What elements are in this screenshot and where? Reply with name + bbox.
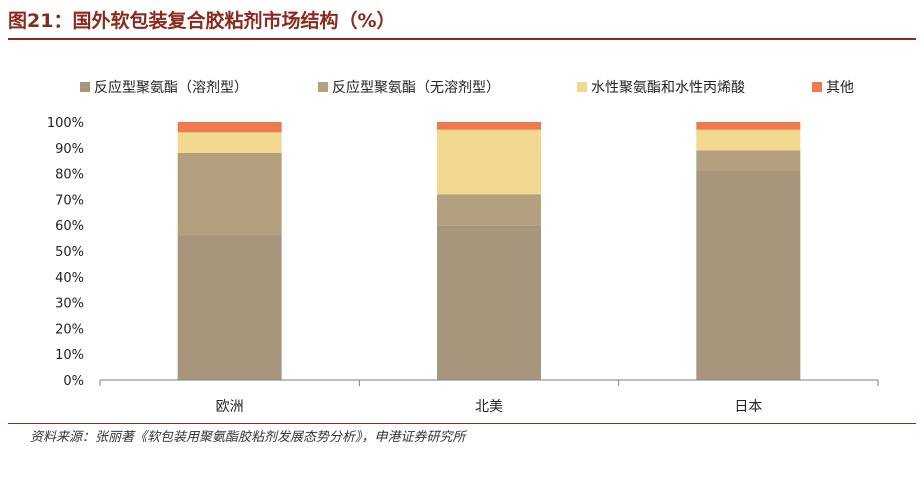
x-category-label: 日本 [734,399,762,415]
legend-swatch [318,82,328,92]
x-category-label: 欧洲 [216,399,244,415]
stacked-bar-chart: 0% 10% 20% 30% 40% 50% 60% 70% 80% 90% 100% 欧洲 北美 日本 反… [47,79,879,415]
y-tick-label: 70% [55,193,84,208]
legend-label: 其他 [826,80,854,96]
y-tick-label: 40% [55,271,84,286]
bar-segment [437,194,541,226]
y-tick-label: 0% [63,374,84,389]
x-category-label: 北美 [475,399,503,415]
bar-segment [177,152,282,236]
bar-segment [177,235,282,380]
y-tick-label: 60% [55,219,84,234]
y-tick-label: 30% [55,297,84,312]
bar-segment [696,150,801,172]
bar-segment [437,225,541,380]
legend-swatch [80,82,90,92]
source-divider [8,423,916,424]
legend-label: 反应型聚氨酯（无溶剂型） [332,79,500,96]
y-tick-label: 20% [55,322,84,337]
source-note: 资料来源：张丽著《软包装用聚氨酯胶粘剂发展态势分析》，申港证券研究所 [30,430,466,445]
y-tick-label: 80% [55,168,84,183]
figure-title: 图21：国外软包装复合胶粘剂市场结构（%） [8,10,396,32]
bar-segment [696,171,801,380]
y-tick-label: 90% [55,142,84,157]
bar-segment [437,122,541,130]
legend-swatch [577,82,587,92]
legend-swatch [812,82,822,92]
bar-segment [696,129,801,151]
bar-segment [437,129,541,195]
y-tick-label: 50% [55,245,84,260]
bar-segment [177,132,282,153]
y-tick-label: 100% [47,116,84,131]
bar-segment [696,122,801,130]
bar-segment [177,122,282,133]
legend-label: 反应型聚氨酯（溶剂型） [94,79,248,96]
y-tick-label: 10% [55,348,84,363]
title-divider [8,38,916,40]
legend-label: 水性聚氨酯和水性丙烯酸 [591,80,745,96]
